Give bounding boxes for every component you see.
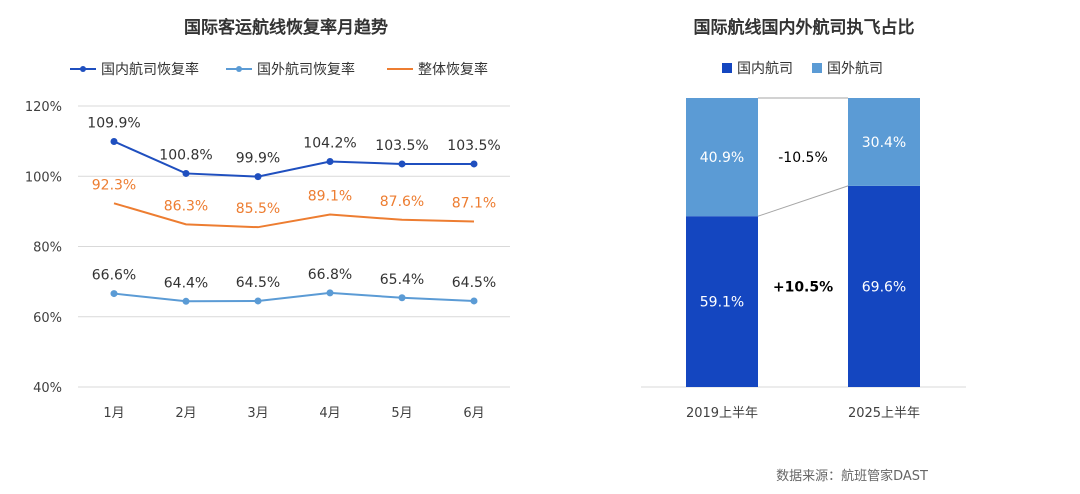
legend-label: 整体恢复率: [418, 61, 488, 78]
line-chart-title: 国际客运航线恢复率月趋势: [184, 17, 388, 38]
legend-swatch-marker: [236, 66, 242, 72]
bar-segment: [686, 98, 758, 217]
y-tick-label: 120%: [25, 100, 62, 115]
data-label: 100.8%: [159, 147, 212, 163]
x-tick-label: 2025上半年: [848, 406, 920, 421]
bar-value-label: 40.9%: [700, 150, 744, 166]
series-line: [113, 140, 474, 178]
x-tick-label: 1月: [103, 406, 124, 421]
data-point: [398, 160, 406, 168]
data-label: 99.9%: [236, 151, 280, 167]
x-tick-label: 4月: [319, 406, 340, 421]
data-label: 104.2%: [303, 135, 356, 151]
x-tick-label: 2019上半年: [686, 406, 758, 421]
legend-label: 国内航司: [737, 61, 793, 77]
legend-label: 国外航司恢复率: [257, 61, 355, 78]
data-point: [326, 289, 334, 297]
data-point: [254, 297, 262, 305]
connector-line-boundary: [757, 185, 849, 217]
change-annotation-domestic: +10.5%: [773, 279, 833, 295]
series-line: [113, 291, 475, 303]
legend-label: 国外航司: [827, 61, 883, 77]
data-label: 64.5%: [452, 275, 496, 291]
change-annotation-foreign: -10.5%: [778, 150, 828, 166]
data-label: 65.4%: [380, 272, 424, 288]
data-point: [110, 137, 118, 145]
data-label: 89.1%: [308, 189, 352, 205]
data-label: 66.8%: [308, 267, 352, 283]
x-tick-label: 5月: [391, 406, 412, 421]
data-point: [470, 297, 478, 305]
data-label: 87.1%: [452, 196, 496, 212]
data-point: [182, 297, 190, 305]
y-tick-label: 40%: [33, 381, 62, 396]
data-label: 85.5%: [236, 201, 280, 217]
data-label: 92.3%: [92, 177, 136, 193]
legend-swatch-marker: [80, 66, 86, 72]
data-label: 64.5%: [236, 275, 280, 291]
data-label: 109.9%: [87, 115, 140, 131]
x-tick-label: 2月: [175, 406, 196, 421]
data-point: [326, 157, 334, 165]
data-label: 103.5%: [447, 138, 500, 154]
data-point: [110, 290, 118, 298]
series-line: [113, 202, 475, 229]
x-tick-label: 3月: [247, 406, 268, 421]
legend-swatch: [812, 63, 822, 73]
bar-segment: [848, 98, 920, 186]
data-label: 64.4%: [164, 275, 208, 291]
bar-chart-title: 国际航线国内外航司执飞占比: [694, 17, 915, 38]
bar-value-label: 30.4%: [862, 135, 906, 151]
data-label: 87.6%: [380, 194, 424, 210]
data-label: 66.6%: [92, 268, 136, 284]
bar-segment: [686, 216, 758, 387]
data-point: [254, 173, 262, 181]
legend-label: 国内航司恢复率: [101, 61, 199, 78]
bar-value-label: 69.6%: [862, 279, 906, 295]
legend-swatch: [722, 63, 732, 73]
x-tick-label: 6月: [463, 406, 484, 421]
bar-value-label: 59.1%: [700, 295, 744, 311]
data-point: [398, 294, 406, 302]
data-point: [470, 160, 478, 168]
data-point: [182, 169, 190, 177]
y-tick-label: 100%: [25, 170, 62, 185]
data-label: 86.3%: [164, 198, 208, 214]
data-source-note: 数据来源：航班管家DAST: [776, 469, 928, 484]
y-tick-label: 80%: [33, 241, 62, 256]
y-tick-label: 60%: [33, 311, 62, 326]
bar-segment: [848, 185, 920, 387]
data-label: 103.5%: [375, 138, 428, 154]
